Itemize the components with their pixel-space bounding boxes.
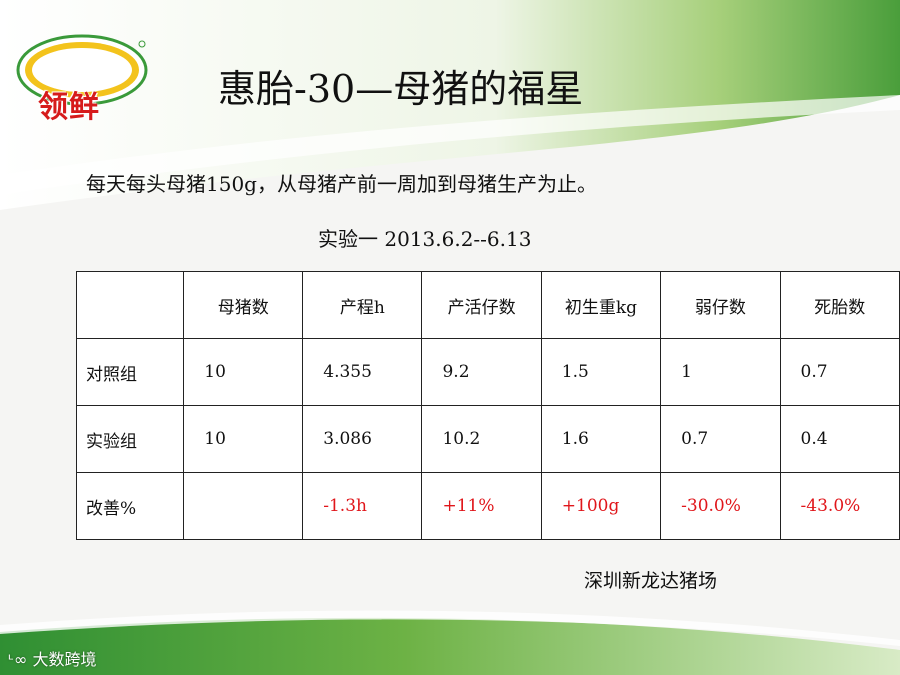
page-title: 惠胎-30—母猪的福星 <box>218 67 584 111</box>
logo-badge-icon <box>16 34 148 106</box>
header-cell: 死胎数 <box>779 271 900 339</box>
row-label: 实验组 <box>75 405 185 473</box>
watermark-logo-icon: ᶫ∞ <box>8 650 33 669</box>
table-cell: 1.6 <box>540 405 662 473</box>
watermark: ᶫ∞ 大数跨境 <box>8 646 96 670</box>
table-cell: 1.5 <box>540 338 662 406</box>
table-cell: 0.4 <box>779 405 900 473</box>
improvement-cell: -30.0% <box>660 472 781 540</box>
table-header-row: 母猪数 产程h 产活仔数 初生重kg 弱仔数 死胎数 <box>75 271 900 339</box>
table-cell: 3.086 <box>302 405 423 473</box>
logo-text: 领鲜 <box>38 90 100 125</box>
intro-text: 每天每头母猪150g，从母猪产前一周加到母猪生产为止。 <box>86 172 597 196</box>
header-cell: 弱仔数 <box>660 271 781 339</box>
watermark-text: 大数跨境 <box>32 650 97 669</box>
header-cell: 产程h <box>302 271 423 339</box>
table-cell: 10 <box>183 338 304 406</box>
improvement-cell: -43.0% <box>779 472 900 540</box>
table-cell: 0.7 <box>779 338 900 406</box>
table-cell: 0.7 <box>660 405 781 473</box>
header-cell: 初生重kg <box>540 271 662 339</box>
table-cell: 4.355 <box>302 338 423 406</box>
header-cell: 产活仔数 <box>421 271 542 339</box>
table-row: 实验组 10 3.086 10.2 1.6 0.7 0.4 <box>75 405 900 473</box>
row-label: 对照组 <box>75 338 185 406</box>
table-row: 改善% -1.3h +11% +100g -30.0% -43.0% <box>75 472 900 540</box>
table-row: 对照组 10 4.355 9.2 1.5 1 0.7 <box>75 338 900 406</box>
improvement-cell: -1.3h <box>302 472 423 540</box>
table-cell <box>183 472 304 540</box>
table-cell: 10 <box>183 405 304 473</box>
header-cell: 母猪数 <box>183 271 304 339</box>
improvement-cell: +100g <box>540 472 662 540</box>
table-cell: 1 <box>660 338 781 406</box>
results-table: 母猪数 产程h 产活仔数 初生重kg 弱仔数 死胎数 对照组 10 4.355 … <box>75 271 900 540</box>
brand-logo: 领鲜 <box>12 28 150 125</box>
improvement-cell: +11% <box>421 472 542 540</box>
table-cell: 10.2 <box>421 405 542 473</box>
source-note: 深圳新龙达猪场 <box>584 570 718 592</box>
header-cell <box>75 271 185 339</box>
row-label: 改善% <box>75 472 185 540</box>
table-cell: 9.2 <box>421 338 542 406</box>
experiment-label: 实验一 2013.6.2--6.13 <box>318 227 532 251</box>
